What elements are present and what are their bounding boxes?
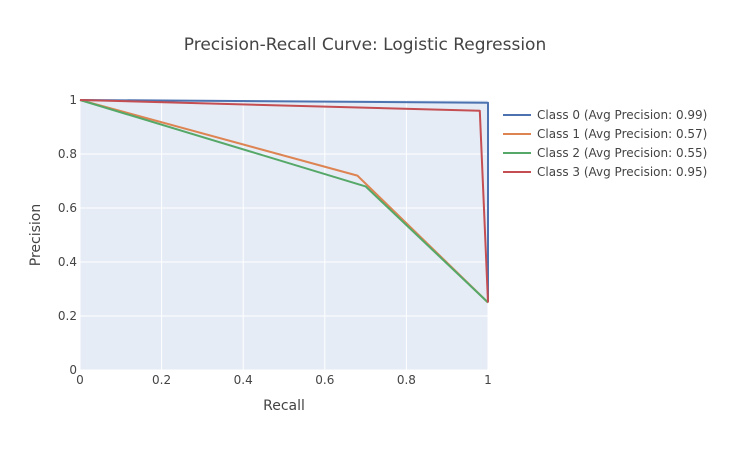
x-tick-labels: 0 0.2 0.4 0.6 0.8 1 xyxy=(76,373,492,387)
x-tick-label: 0.4 xyxy=(234,373,253,387)
legend-item-class-1[interactable]: Class 1 (Avg Precision: 0.57) xyxy=(503,127,707,141)
x-tick-label: 0 xyxy=(76,373,84,387)
y-tick-label: 0.4 xyxy=(58,255,77,269)
chart-title: Precision-Recall Curve: Logistic Regress… xyxy=(184,35,546,55)
y-tick-label: 0 xyxy=(69,363,77,377)
plot-area xyxy=(80,100,488,370)
legend-item-class-0[interactable]: Class 0 (Avg Precision: 0.99) xyxy=(503,108,707,122)
y-tick-label: 0.6 xyxy=(58,201,77,215)
x-tick-label: 1 xyxy=(484,373,492,387)
x-axis-title: Recall xyxy=(263,398,305,414)
legend[interactable]: Class 0 (Avg Precision: 0.99) Class 1 (Av… xyxy=(503,108,707,179)
y-tick-label: 1 xyxy=(69,93,77,107)
legend-label: Class 0 (Avg Precision: 0.99) xyxy=(537,108,707,122)
legend-item-class-2[interactable]: Class 2 (Avg Precision: 0.55) xyxy=(503,146,707,160)
legend-item-class-3[interactable]: Class 3 (Avg Precision: 0.95) xyxy=(503,165,707,179)
series-lines xyxy=(79,99,489,304)
legend-label: Class 1 (Avg Precision: 0.57) xyxy=(537,127,707,141)
series-line-class-3 xyxy=(79,99,489,303)
legend-label: Class 2 (Avg Precision: 0.55) xyxy=(537,146,707,160)
x-tick-label: 0.8 xyxy=(397,373,416,387)
y-tick-labels: 0 0.2 0.4 0.6 0.8 1 xyxy=(58,93,77,377)
series-line-class-2 xyxy=(79,99,489,304)
y-tick-label: 0.8 xyxy=(58,147,77,161)
y-axis-title: Precision xyxy=(28,204,44,266)
legend-label: Class 3 (Avg Precision: 0.95) xyxy=(537,165,707,179)
x-tick-label: 0.6 xyxy=(315,373,334,387)
series-line-class-0 xyxy=(79,99,489,303)
y-tick-label: 0.2 xyxy=(58,309,77,323)
x-tick-label: 0.2 xyxy=(152,373,171,387)
